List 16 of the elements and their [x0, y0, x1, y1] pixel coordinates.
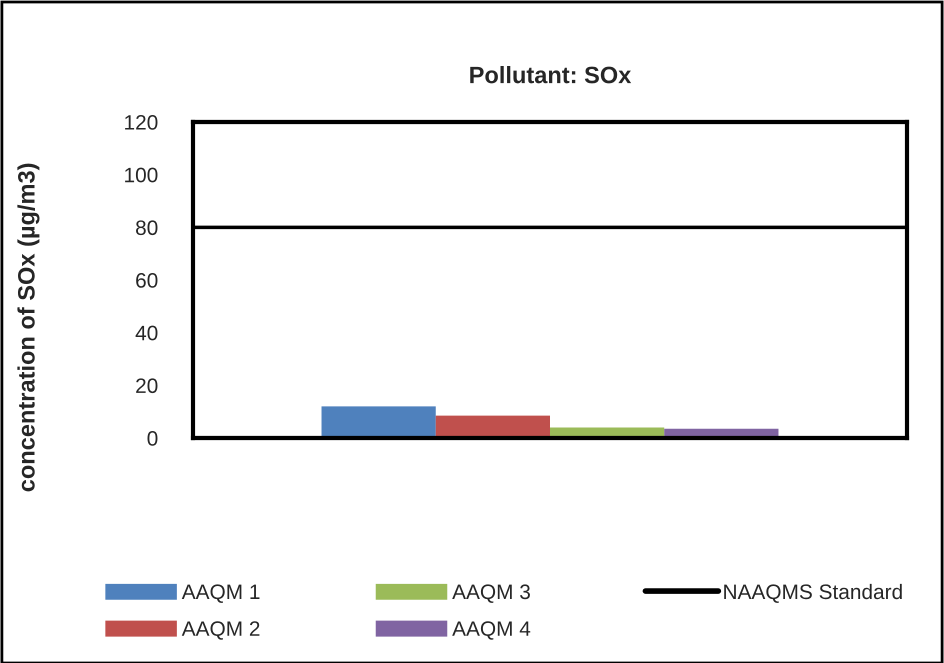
chart-title: Pollutant: SOx — [470, 66, 632, 84]
legend-label: AAQM 1 — [182, 584, 260, 603]
legend-label: AAQM 4 — [452, 621, 530, 640]
y-tick-label: 40 — [136, 326, 158, 340]
legend-label: AAQM 3 — [452, 584, 530, 603]
legend-label: AAQM 2 — [182, 621, 260, 640]
y-tick-label: 120 — [125, 115, 158, 130]
bar — [322, 406, 436, 438]
y-axis-title: concentration of SOx (µg/m3) — [17, 164, 40, 492]
y-tick-label: 0 — [148, 431, 158, 446]
legend-label: NAAQMS Standard — [724, 584, 902, 603]
y-tick-label: 60 — [136, 273, 158, 288]
y-tick-label: 100 — [125, 168, 158, 182]
bar — [436, 416, 550, 438]
y-tick-label: 80 — [136, 220, 158, 236]
y-tick-label: 20 — [136, 378, 158, 394]
